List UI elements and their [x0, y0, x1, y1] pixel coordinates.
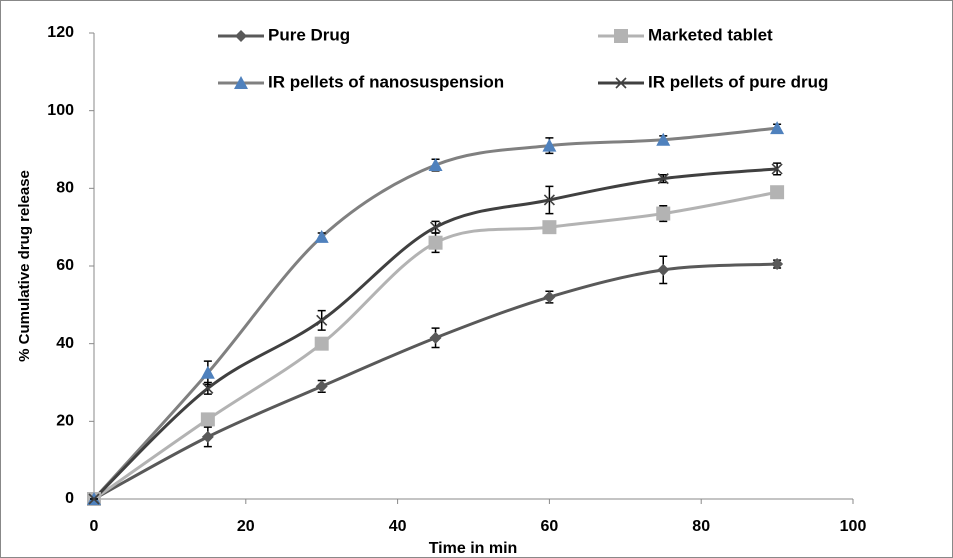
marker [657, 263, 670, 276]
marker [314, 229, 329, 243]
marker [200, 412, 215, 427]
legend-label: Marketed tablet [648, 25, 773, 44]
legend: Pure Drug Marketed tablet IR pellets of na… [218, 25, 828, 91]
y-axis-label: % Cumulative drug release [16, 170, 33, 362]
y-tick-label: 40 [56, 335, 74, 352]
x-tick-label: 20 [237, 518, 255, 535]
marker [771, 163, 783, 175]
marker [770, 121, 785, 135]
marker [314, 336, 329, 351]
y-tick-label: 20 [56, 413, 74, 430]
marker [657, 173, 669, 185]
marker [200, 365, 215, 379]
y-tick-label: 100 [47, 102, 74, 119]
x-tick-label: 80 [692, 518, 710, 535]
legend-marker [235, 30, 247, 42]
marker [201, 430, 214, 443]
x-tick-label: 0 [90, 518, 99, 535]
marker [656, 206, 671, 221]
legend-label: Pure Drug [268, 25, 350, 44]
legend-label: IR pellets of nanosuspension [268, 72, 504, 91]
marker [429, 221, 442, 233]
marker [88, 493, 100, 505]
marker [770, 185, 785, 200]
marker [428, 158, 443, 172]
x-tick-label: 40 [389, 518, 407, 535]
marker [428, 235, 443, 250]
marker [771, 258, 784, 271]
legend-label: IR pellets of pure drug [648, 72, 828, 91]
marker [316, 314, 328, 326]
x-axis-label: Time in min [429, 540, 518, 557]
marker [202, 382, 214, 394]
marker [315, 380, 328, 393]
y-tick-label: 80 [56, 180, 74, 197]
y-tick-label: 60 [56, 257, 74, 274]
y-tick-label: 120 [47, 24, 74, 41]
x-tick-label: 100 [840, 518, 867, 535]
marker [542, 220, 557, 235]
legend-marker [614, 29, 628, 43]
legend-marker [234, 76, 248, 89]
marker [429, 331, 442, 344]
marker [656, 132, 671, 146]
marker [543, 291, 556, 304]
marker [543, 194, 555, 206]
legend-marker [615, 77, 627, 89]
y-tick-label: 0 [65, 490, 74, 507]
x-tick-label: 60 [541, 518, 559, 535]
marker [542, 138, 557, 152]
